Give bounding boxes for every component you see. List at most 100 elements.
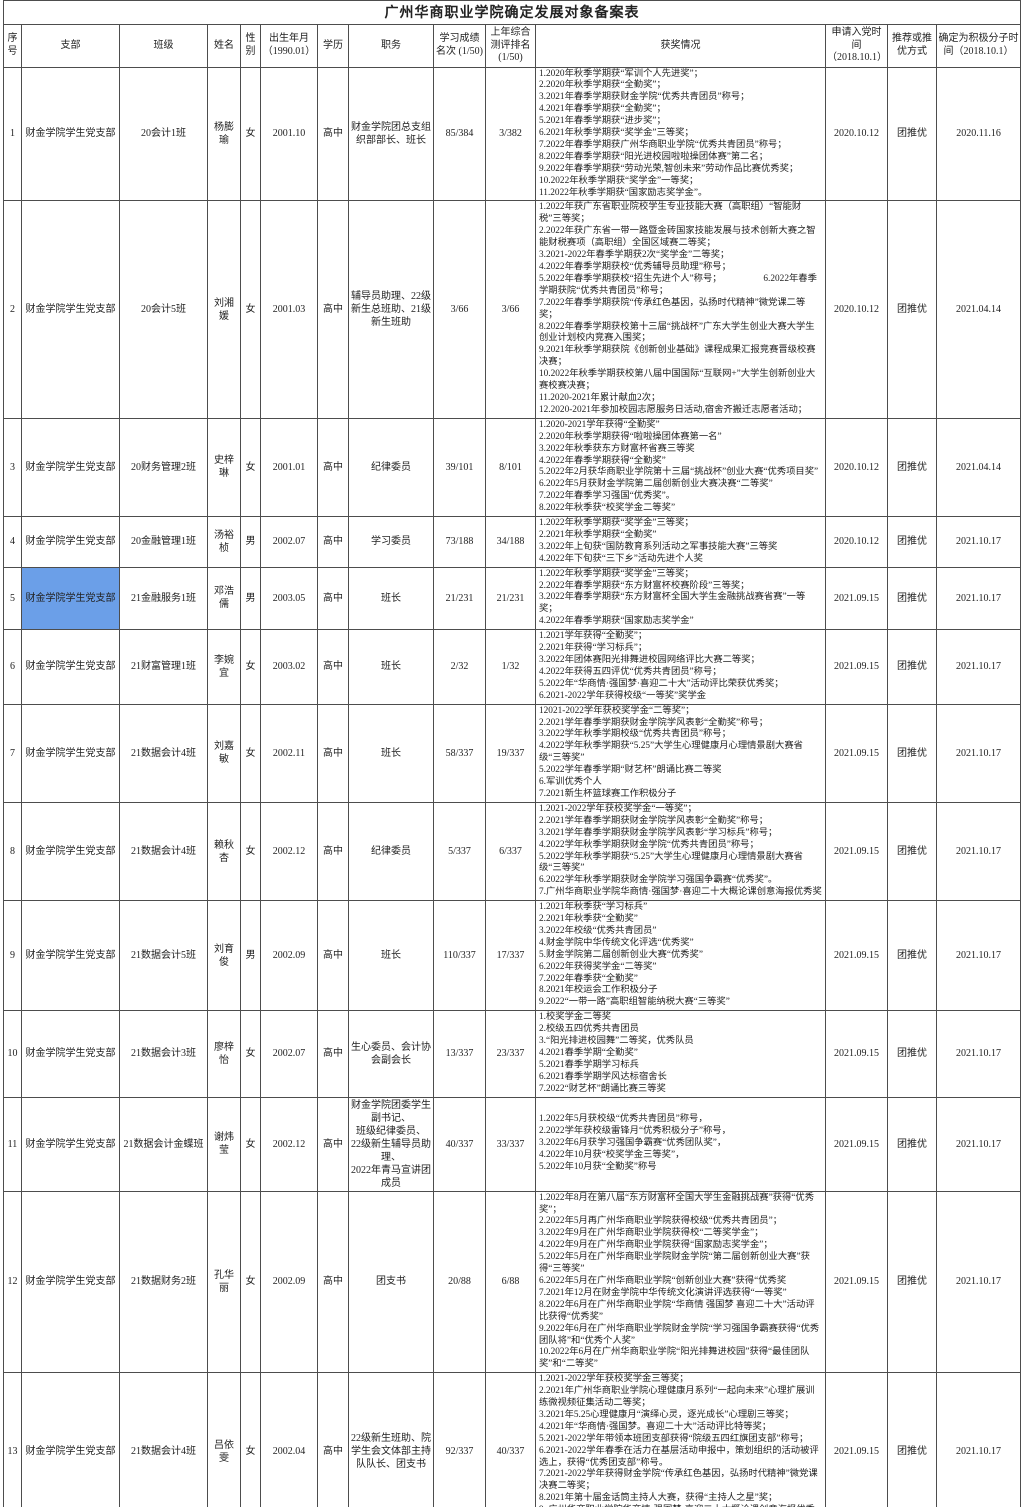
cell-education: 高中 [317,1010,349,1098]
cell-position: 班长 [348,566,434,631]
cell-academic-rank: 3/66 [433,200,486,419]
cell-education: 高中 [317,1096,349,1192]
cell-academic-rank: 110/337 [433,900,486,1012]
cell-position: 班长 [348,900,434,1012]
cell-eval-rank: 8/101 [485,417,536,518]
cell-birth-date: 2001.10 [260,66,318,202]
cell-branch: 财金学院学生党支部 [21,900,120,1012]
cell-name: 邓浩儒 [207,566,241,631]
cell-branch: 财金学院学生党支部 [21,629,120,705]
cell-position: 纪律委员 [348,417,434,518]
cell-name: 赖秋杏 [207,801,241,902]
cell-education: 高中 [317,66,349,202]
cell-awards: 1.2020-2021学年获得“全勤奖” 2.2020年秋季学期获得“啦啦操团体… [535,417,826,518]
cell-gender: 女 [240,1096,261,1192]
cell-index: 2 [3,200,22,419]
cell-branch: 财金学院学生党支部 [21,1096,120,1192]
col-header-index: 序号 [3,24,22,68]
cell-confirm-date: 2021.10.17 [935,900,1022,1012]
cell-awards: 1.2021学年获得“全勤奖”； 2.2021年获得“学习标兵”； 3.2022… [535,629,826,705]
cell-awards: 1.2021-2022学年获校奖学金“一等奖”； 2.2021学年春季学期获财金… [535,801,826,902]
cell-awards: 1.2021-2022学年获校奖学金三等奖； 2.2021年广州华商职业学院心理… [535,1372,826,1507]
cell-class: 21数据会计4班 [119,703,208,803]
cell-awards: 1.2022年8月在第八届“东方财富杯全国大学生金融挑战赛”获得“优秀奖”； 2… [535,1190,826,1374]
cell-academic-rank: 21/231 [433,566,486,631]
cell-gender: 女 [240,703,261,803]
cell-name: 刘嘉敏 [207,703,241,803]
col-header-method: 推荐或推优方式 [887,24,937,68]
cell-academic-rank: 39/101 [433,417,486,518]
title-row: 广州华商职业学院确定发展对象备案表 [2,0,1022,25]
cell-academic-rank: 5/337 [433,801,486,902]
cell-confirm-date: 2021.10.17 [935,1096,1022,1192]
table-row: 10 财金学院学生党支部 21数据会计3班 廖梓怡 女 2002.07 高中 生… [3,1010,1022,1098]
cell-gender: 女 [240,417,261,518]
cell-method: 团推优 [887,1096,937,1192]
cell-apply-date: 2021.09.15 [825,801,888,902]
cell-name: 廖梓怡 [207,1010,241,1098]
cell-method: 团推优 [887,1010,937,1098]
cell-birth-date: 2001.03 [260,200,318,419]
cell-index: 8 [3,801,22,902]
cell-class: 21数据会计5班 [119,900,208,1012]
cell-education: 高中 [317,516,349,568]
cell-apply-date: 2021.09.15 [825,900,888,1012]
cell-class: 20金融管理1班 [119,516,208,568]
cell-birth-date: 2003.02 [260,629,318,705]
table-row: 13 财金学院学生党支部 21数据会计4班 吕依雯 女 2002.04 高中 2… [3,1372,1022,1507]
table-row: 5 财金学院学生党支部 21金融服务1班 邓浩儒 男 2003.05 高中 班长… [3,566,1022,631]
cell-birth-date: 2002.09 [260,900,318,1012]
cell-education: 高中 [317,703,349,803]
table-row: 1 财金学院学生党支部 20会计1班 杨膨瑜 女 2001.10 高中 财金学院… [3,66,1022,202]
cell-gender: 男 [240,566,261,631]
cell-class: 20财务管理2班 [119,417,208,518]
cell-index: 3 [3,417,22,518]
table-row: 2 财金学院学生党支部 20会计5班 刘湘媛 女 2001.03 高中 辅导员助… [3,200,1022,419]
cell-position: 财金学院团委学生副书记、 班级纪律委员、 22级新生辅导员助理、 2022年青马… [348,1096,434,1192]
cell-awards: 1.2022年5月获校级“优秀共青团员”称号， 2.2022学年获校级雷锋月“优… [535,1096,826,1192]
table-row: 7 财金学院学生党支部 21数据会计4班 刘嘉敏 女 2002.11 高中 班长… [3,703,1022,803]
cell-position: 纪律委员 [348,801,434,902]
cell-apply-date: 2021.09.15 [825,629,888,705]
cell-name: 孔华丽 [207,1190,241,1374]
cell-confirm-date: 2021.10.17 [935,1190,1022,1374]
cell-method: 团推优 [887,566,937,631]
cell-confirm-date: 2021.10.17 [935,703,1022,803]
cell-education: 高中 [317,200,349,419]
cell-position: 22级新生班助、院学生会文体部主持队队长、团支书 [348,1372,434,1507]
cell-academic-rank: 40/337 [433,1096,486,1192]
table-row: 6 财金学院学生党支部 21财富管理1班 李婉宜 女 2003.02 高中 班长… [3,629,1022,705]
cell-branch: 财金学院学生党支部 [21,1010,120,1098]
cell-education: 高中 [317,1372,349,1507]
cell-name: 李婉宜 [207,629,241,705]
col-header-name: 姓名 [207,24,241,68]
cell-gender: 女 [240,1372,261,1507]
cell-branch: 财金学院学生党支部 [21,1190,120,1374]
col-header-confirm-date: 确定为积极分子时间（2018.10.1） [935,24,1022,68]
cell-index: 11 [3,1096,22,1192]
cell-gender: 女 [240,801,261,902]
cell-awards: 1.2022年获广东省职业院校学生专业技能大赛（高职组）“智能财税”三等奖； 2… [535,200,826,419]
col-header-apply-date: 申请入党时间（2018.10.1） [825,24,888,68]
col-header-awards: 获奖情况 [535,24,826,68]
cell-awards: 1.2020年秋季学期获“军训个人先进奖”； 2.2020年秋季学期获“全勤奖”… [535,66,826,202]
cell-eval-rank: 17/337 [485,900,536,1012]
cell-branch: 财金学院学生党支部 [21,417,120,518]
cell-index: 1 [3,66,22,202]
document-title: 广州华商职业学院确定发展对象备案表 [2,0,1022,25]
cell-eval-rank: 6/88 [485,1190,536,1374]
col-header-branch: 支部 [21,24,120,68]
cell-name: 刘育俊 [207,900,241,1012]
cell-position: 财金学院团总支组织部部长、班长 [348,66,434,202]
cell-method: 团推优 [887,66,937,202]
cell-apply-date: 2021.09.15 [825,1372,888,1507]
cell-eval-rank: 6/337 [485,801,536,902]
table-row: 12 财金学院学生党支部 21数据财务2班 孔华丽 女 2002.09 高中 团… [3,1190,1022,1374]
cell-awards: 1.校奖学金二等奖 2.校级五四优秀共青团员 3.“阳光排进校园舞”二等奖，优秀… [535,1010,826,1098]
cell-index: 10 [3,1010,22,1098]
cell-confirm-date: 2021.04.14 [935,417,1022,518]
cell-position: 学习委员 [348,516,434,568]
cell-branch: 财金学院学生党支部 [21,801,120,902]
cell-education: 高中 [317,1190,349,1374]
cell-gender: 女 [240,200,261,419]
